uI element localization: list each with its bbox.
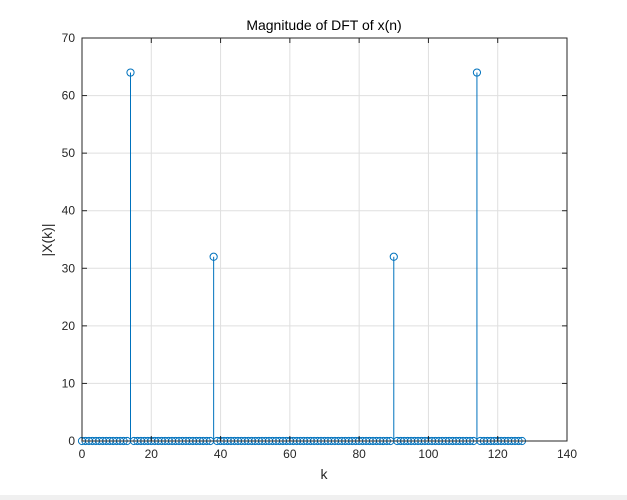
x-tick-label: 0: [79, 447, 86, 461]
y-tick-label: 40: [62, 204, 76, 218]
x-tick-label: 120: [488, 447, 508, 461]
y-tick-label: 10: [62, 376, 76, 390]
y-tick-label: 50: [62, 146, 76, 160]
x-tick-label: 60: [283, 447, 297, 461]
tick-labels: 0 20 40 60 80 100 120 140 0 10 20 30 40 50 60 70: [62, 31, 578, 461]
grid-lines: [81, 37, 568, 442]
y-tick-label: 0: [68, 434, 75, 448]
x-tick-label: 100: [418, 447, 438, 461]
y-tick-label: 20: [62, 319, 76, 333]
stem-marker: [209, 252, 218, 261]
x-tick-label: 20: [145, 447, 159, 461]
y-tick-label: 60: [62, 89, 76, 103]
x-axis-label: k: [321, 466, 329, 482]
stem-marker: [389, 252, 398, 261]
x-tick-label: 80: [352, 447, 366, 461]
y-tick-label: 70: [62, 31, 76, 45]
y-tick-label: 30: [62, 261, 76, 275]
stem-marker: [472, 68, 482, 77]
plot-area: [82, 38, 567, 441]
x-tick-label: 140: [557, 447, 577, 461]
x-tick-label: 40: [214, 447, 228, 461]
axes-box: [81, 37, 568, 442]
stem-marker: [126, 68, 135, 77]
y-axis-label: |X(k)|: [39, 224, 55, 257]
chart-title: Magnitude of DFT of x(n): [246, 17, 401, 33]
axes-border: [81, 37, 568, 442]
